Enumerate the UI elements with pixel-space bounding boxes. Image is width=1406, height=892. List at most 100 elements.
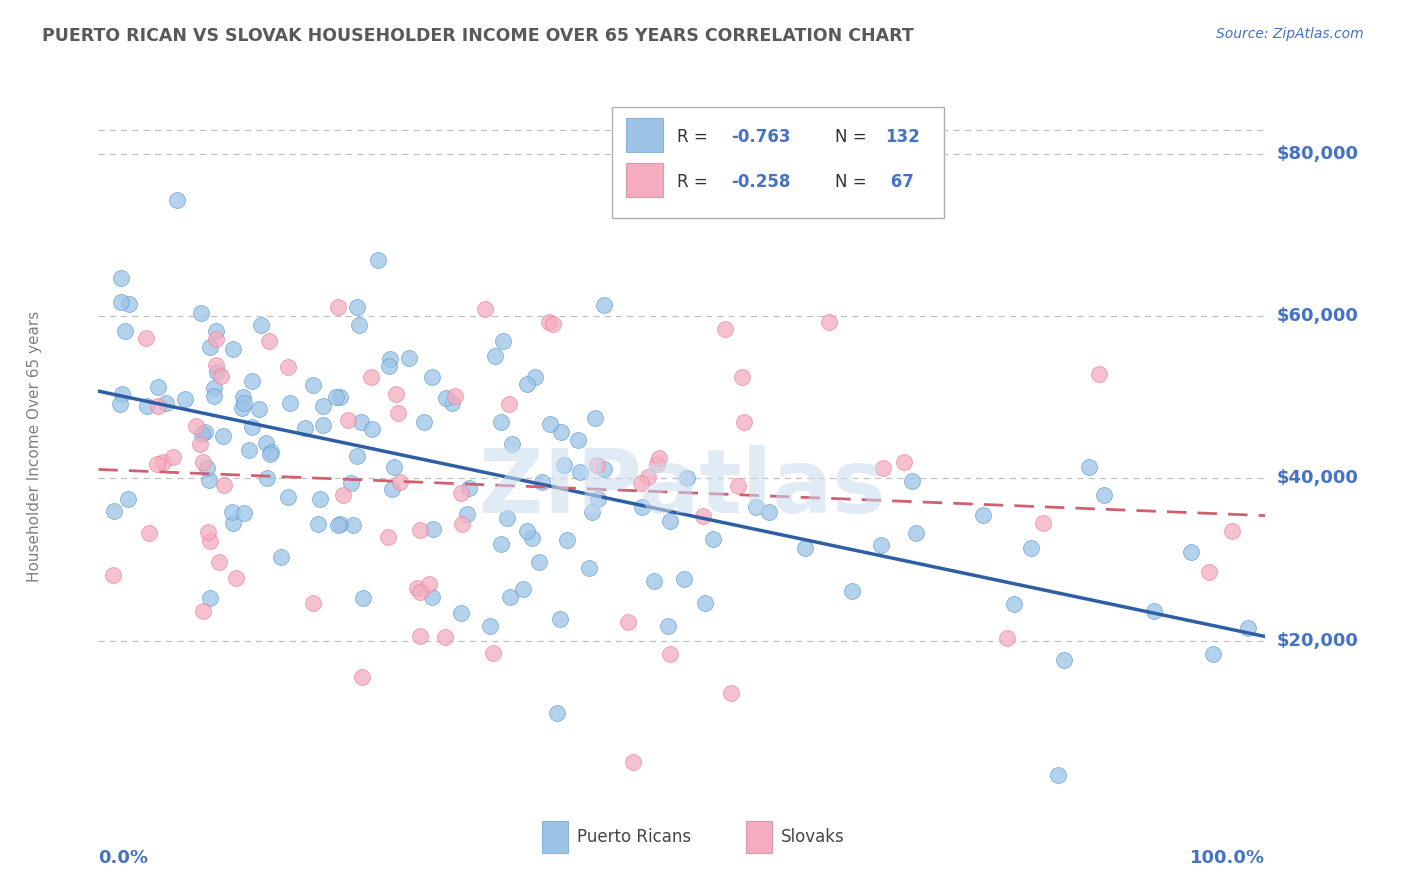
Point bbox=[1032, 516, 1054, 530]
Point bbox=[232, 395, 254, 409]
Point bbox=[135, 331, 157, 345]
Point bbox=[309, 491, 332, 506]
Text: $80,000: $80,000 bbox=[1277, 145, 1358, 163]
Point bbox=[450, 486, 472, 500]
Point bbox=[205, 324, 228, 338]
Point bbox=[110, 397, 132, 411]
Point bbox=[377, 359, 399, 374]
Point bbox=[972, 508, 994, 522]
Point bbox=[1198, 565, 1220, 579]
Point bbox=[676, 471, 699, 485]
Point bbox=[631, 500, 654, 514]
Point bbox=[145, 457, 167, 471]
Point bbox=[200, 533, 222, 548]
Text: -0.258: -0.258 bbox=[731, 173, 790, 191]
Point bbox=[567, 433, 589, 447]
Point bbox=[1202, 647, 1225, 661]
Point bbox=[352, 591, 374, 605]
Point bbox=[118, 297, 141, 311]
Point bbox=[409, 585, 432, 599]
Point bbox=[325, 390, 347, 404]
Point bbox=[385, 387, 408, 401]
Point bbox=[232, 506, 254, 520]
Point bbox=[643, 574, 665, 588]
Point bbox=[278, 396, 301, 410]
Point bbox=[491, 334, 513, 348]
Point bbox=[166, 193, 188, 207]
Text: R =: R = bbox=[678, 128, 713, 146]
Point bbox=[524, 369, 547, 384]
Point bbox=[630, 476, 652, 491]
Point bbox=[231, 401, 253, 415]
Point bbox=[117, 491, 139, 506]
Point bbox=[329, 516, 352, 531]
Point bbox=[444, 389, 467, 403]
Point bbox=[495, 511, 517, 525]
Point bbox=[585, 458, 607, 472]
Point bbox=[1002, 597, 1025, 611]
Point bbox=[174, 392, 197, 406]
Point bbox=[155, 396, 177, 410]
Point bbox=[550, 425, 572, 439]
Point bbox=[270, 549, 292, 564]
Point bbox=[422, 523, 444, 537]
Text: 0.0%: 0.0% bbox=[98, 849, 149, 867]
Point bbox=[491, 416, 513, 430]
Point bbox=[186, 418, 208, 433]
Point bbox=[995, 631, 1018, 645]
Point bbox=[422, 369, 444, 384]
Point bbox=[378, 352, 401, 367]
Point bbox=[841, 583, 863, 598]
Point bbox=[548, 612, 571, 626]
Point bbox=[1047, 768, 1070, 782]
Point bbox=[360, 422, 382, 436]
FancyBboxPatch shape bbox=[612, 107, 945, 218]
Point bbox=[138, 525, 160, 540]
Text: N =: N = bbox=[835, 128, 872, 146]
Point bbox=[714, 322, 737, 336]
Text: R =: R = bbox=[678, 173, 713, 191]
Point bbox=[793, 541, 815, 556]
Point bbox=[529, 555, 551, 569]
Point bbox=[367, 253, 389, 268]
Point bbox=[209, 369, 232, 384]
Point bbox=[659, 648, 682, 662]
Point bbox=[1143, 604, 1166, 618]
Point bbox=[592, 462, 614, 476]
Point bbox=[531, 475, 554, 490]
Point bbox=[198, 591, 221, 605]
Point bbox=[1220, 524, 1243, 538]
Point bbox=[474, 301, 496, 316]
Point bbox=[733, 415, 755, 429]
Point bbox=[451, 516, 474, 531]
Text: $60,000: $60,000 bbox=[1277, 307, 1358, 326]
Point bbox=[621, 756, 644, 770]
Point bbox=[1019, 541, 1042, 555]
Point bbox=[152, 455, 174, 469]
Point bbox=[301, 596, 323, 610]
Point bbox=[277, 359, 299, 374]
Point bbox=[342, 518, 364, 533]
Point bbox=[616, 615, 638, 629]
Text: N =: N = bbox=[835, 173, 872, 191]
Text: $20,000: $20,000 bbox=[1277, 632, 1358, 649]
Point bbox=[101, 568, 124, 582]
Point bbox=[111, 386, 134, 401]
Bar bbox=[541, 821, 568, 853]
Text: Householder Income Over 65 years: Householder Income Over 65 years bbox=[27, 310, 42, 582]
Point bbox=[232, 391, 254, 405]
Point bbox=[581, 505, 603, 519]
Text: 132: 132 bbox=[884, 128, 920, 146]
Text: Puerto Ricans: Puerto Ricans bbox=[576, 828, 690, 846]
Point bbox=[658, 514, 681, 528]
Point bbox=[250, 318, 273, 332]
Point bbox=[440, 395, 463, 409]
Point bbox=[538, 417, 561, 432]
Point bbox=[307, 516, 329, 531]
Point bbox=[340, 476, 363, 491]
Point bbox=[349, 318, 371, 333]
Point bbox=[352, 670, 374, 684]
Point bbox=[256, 471, 278, 485]
Point bbox=[191, 455, 214, 469]
Point bbox=[498, 397, 520, 411]
